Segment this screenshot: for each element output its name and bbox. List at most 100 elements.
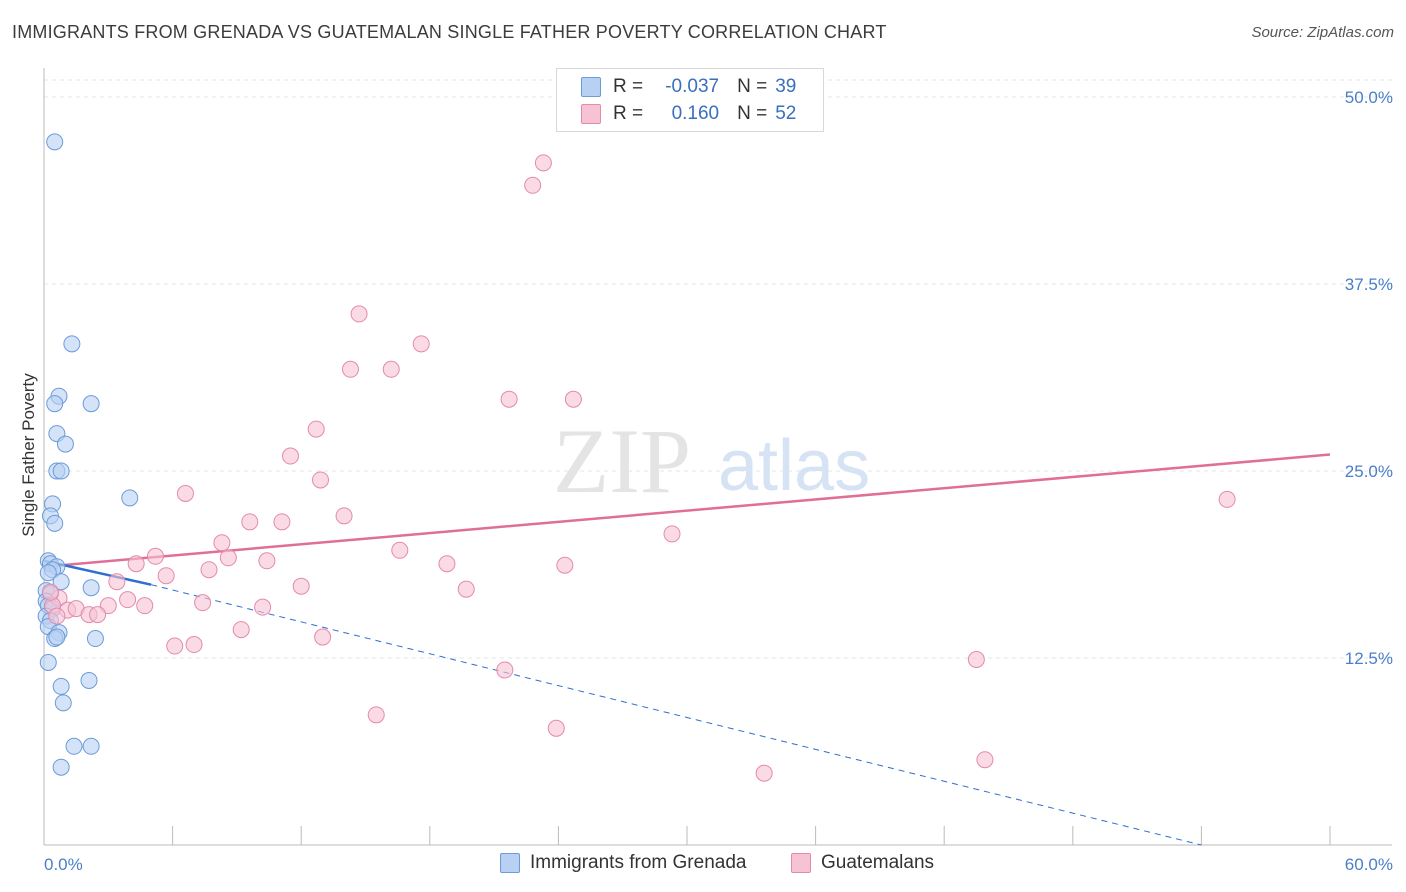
- data-point-guatemalans: [48, 607, 66, 625]
- data-point-guatemalans: [157, 567, 175, 585]
- data-point-guatemalans: [335, 507, 353, 525]
- trend-line-guatemalans: [43, 453, 1331, 568]
- data-point-guatemalans: [350, 305, 368, 323]
- data-point-guatemalans: [382, 360, 400, 378]
- legend-r-label: R =: [613, 103, 644, 124]
- data-point-grenada: [63, 335, 81, 353]
- data-point-guatemalans: [213, 534, 231, 552]
- data-point-grenada: [65, 737, 83, 755]
- data-point-guatemalans: [258, 552, 276, 570]
- data-point-grenada: [121, 489, 139, 507]
- data-point-guatemalans: [41, 583, 59, 601]
- data-point-guatemalans: [273, 513, 291, 531]
- data-point-guatemalans: [663, 525, 681, 543]
- data-point-guatemalans: [534, 154, 552, 172]
- data-point-guatemalans: [500, 390, 518, 408]
- data-point-guatemalans: [524, 176, 542, 194]
- chart-title: IMMIGRANTS FROM GRENADA VS GUATEMALAN SI…: [12, 22, 887, 42]
- data-point-guatemalans: [119, 591, 137, 609]
- legend-n-label: N =: [737, 76, 768, 97]
- data-point-guatemalans: [176, 484, 194, 502]
- data-point-grenada: [52, 758, 70, 776]
- watermark-zip: ZIP: [553, 410, 691, 512]
- data-point-guatemalans: [194, 594, 212, 612]
- x-tick-label: 0.0%: [44, 855, 83, 874]
- data-point-guatemalans: [254, 598, 272, 616]
- data-point-guatemalans: [219, 549, 237, 567]
- y-tick-label: 25.0%: [1345, 462, 1393, 481]
- data-point-grenada: [39, 564, 57, 582]
- data-point-guatemalans: [341, 360, 359, 378]
- data-point-guatemalans: [547, 719, 565, 737]
- data-point-grenada: [52, 462, 70, 480]
- data-point-guatemalans: [1218, 490, 1236, 508]
- y-tick-label: 50.0%: [1345, 88, 1393, 107]
- legend-n-value: 52: [775, 103, 797, 124]
- data-point-guatemalans: [292, 577, 310, 595]
- data-point-guatemalans: [412, 335, 430, 353]
- data-point-guatemalans: [200, 561, 218, 579]
- data-point-guatemalans: [496, 661, 514, 679]
- watermark: ZIP atlas: [553, 410, 870, 512]
- data-point-guatemalans: [136, 597, 154, 615]
- series-grenada-points: [37, 133, 139, 776]
- watermark-atlas: atlas: [718, 426, 870, 506]
- legend-n-value: 39: [775, 76, 797, 97]
- data-point-guatemalans: [314, 628, 332, 646]
- data-point-guatemalans: [438, 555, 456, 573]
- data-point-guatemalans: [241, 513, 259, 531]
- data-point-guatemalans: [166, 637, 184, 655]
- data-point-guatemalans: [311, 471, 329, 489]
- data-point-guatemalans: [232, 621, 250, 639]
- stats-legend-row-grenada: R = -0.037 N = 39: [581, 75, 796, 99]
- data-point-grenada: [46, 395, 64, 413]
- data-point-grenada: [54, 694, 72, 712]
- data-point-guatemalans: [457, 580, 475, 598]
- data-point-grenada: [48, 628, 66, 646]
- data-point-grenada: [80, 671, 98, 689]
- data-point-grenada: [46, 133, 64, 151]
- trend-lines: [43, 453, 1331, 846]
- data-point-guatemalans: [281, 447, 299, 465]
- data-point-grenada: [46, 514, 64, 532]
- data-point-grenada: [82, 579, 100, 597]
- legend-r-value: -0.037: [665, 76, 720, 97]
- axes: [43, 68, 1392, 846]
- data-point-guatemalans: [108, 573, 126, 591]
- data-point-guatemalans: [307, 420, 325, 438]
- series-legend-swatch-blue: [500, 853, 520, 873]
- chart-source: Source: ZipAtlas.com: [1251, 24, 1394, 41]
- stats-legend-row-guatemalans: R = 0.160 N = 52: [581, 102, 796, 126]
- data-point-guatemalans: [89, 606, 107, 624]
- series-legend-item-grenada[interactable]: Immigrants from Grenada: [500, 852, 746, 874]
- data-point-grenada: [86, 630, 104, 648]
- data-point-guatemalans: [185, 636, 203, 654]
- data-point-guatemalans: [146, 547, 164, 565]
- data-point-guatemalans: [967, 650, 985, 668]
- legend-swatch-pink: [581, 104, 601, 124]
- data-point-grenada: [82, 737, 100, 755]
- series-legend: Immigrants from Grenada Guatemalans: [0, 852, 1406, 878]
- data-point-guatemalans: [367, 706, 385, 724]
- stats-legend: R = -0.037 N = 39 R = 0.160 N = 52: [556, 68, 824, 132]
- trend-line-grenada-extrapolated: [151, 584, 1202, 846]
- series-legend-swatch-pink: [791, 853, 811, 873]
- data-point-grenada: [56, 435, 74, 453]
- legend-n-label: N =: [737, 103, 768, 124]
- y-tick-label: 12.5%: [1345, 649, 1393, 668]
- data-point-grenada: [82, 395, 100, 413]
- series-guatemalans-points: [41, 154, 1236, 782]
- data-point-guatemalans: [755, 764, 773, 782]
- data-point-guatemalans: [564, 390, 582, 408]
- data-point-guatemalans: [127, 555, 145, 573]
- x-tick-label: 60.0%: [1345, 855, 1393, 874]
- legend-r-label: R =: [613, 76, 644, 97]
- data-point-grenada: [39, 653, 57, 671]
- series-legend-label: Immigrants from Grenada: [530, 852, 747, 873]
- series-legend-item-guatemalans[interactable]: Guatemalans: [791, 852, 934, 874]
- data-point-guatemalans: [391, 541, 409, 559]
- axis-labels: 12.5% 25.0% 37.5% 50.0% 0.0% 60.0% Single Fath…: [19, 88, 1393, 874]
- y-tick-label: 37.5%: [1345, 275, 1393, 294]
- grid: [44, 79, 1392, 659]
